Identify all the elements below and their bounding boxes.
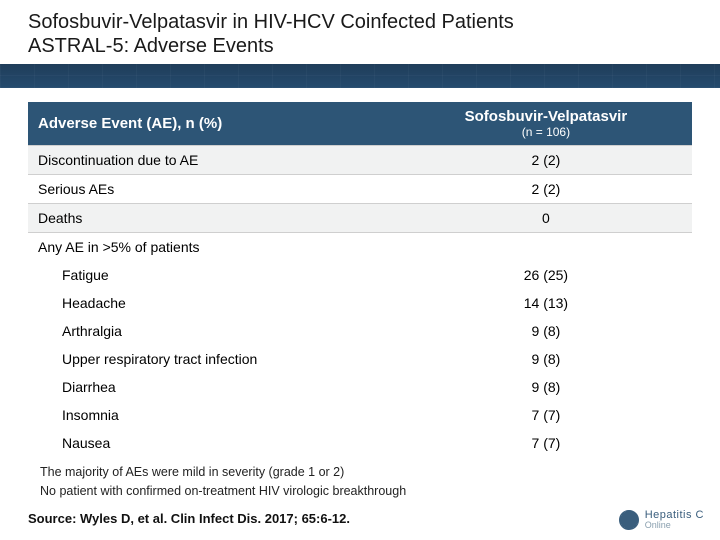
footnote-line: The majority of AEs were mild in severit… — [40, 463, 692, 482]
brand-logo-bottom: Online — [645, 521, 704, 530]
table-row: Discontinuation due to AE2 (2) — [28, 146, 692, 175]
table-row: Nausea7 (7) — [28, 429, 692, 457]
ae-value — [400, 233, 692, 262]
ae-value: 7 (7) — [400, 429, 692, 457]
ae-label: Arthralgia — [28, 317, 400, 345]
ae-label: Fatigue — [28, 261, 400, 289]
ae-table-wrap: Adverse Event (AE), n (%) Sofosbuvir-Vel… — [28, 102, 692, 457]
ae-value: 14 (13) — [400, 289, 692, 317]
title-block: Sofosbuvir-Velpatasvir in HIV-HCV Coinfe… — [0, 0, 720, 58]
ae-label: Deaths — [28, 204, 400, 233]
ae-value: 2 (2) — [400, 146, 692, 175]
ae-value: 9 (8) — [400, 345, 692, 373]
ae-table-body: Discontinuation due to AE2 (2)Serious AE… — [28, 146, 692, 458]
brand-logo: Hepatitis C Online — [619, 510, 704, 530]
col-header-right: Sofosbuvir-Velpatasvir (n = 106) — [400, 102, 692, 146]
footnote-line: No patient with confirmed on-treatment H… — [40, 482, 692, 501]
title-line-2: ASTRAL-5: Adverse Events — [28, 34, 692, 58]
ae-label: Serious AEs — [28, 175, 400, 204]
ae-label: Diarrhea — [28, 373, 400, 401]
ae-label: Any AE in >5% of patients — [28, 233, 400, 262]
ae-label: Insomnia — [28, 401, 400, 429]
ae-label: Upper respiratory tract infection — [28, 345, 400, 373]
footnotes: The majority of AEs were mild in severit… — [40, 463, 692, 501]
ae-value: 0 — [400, 204, 692, 233]
table-row: Upper respiratory tract infection9 (8) — [28, 345, 692, 373]
title-underline-bar — [0, 64, 720, 88]
title-line-1: Sofosbuvir-Velpatasvir in HIV-HCV Coinfe… — [28, 10, 692, 34]
ae-value: 9 (8) — [400, 373, 692, 401]
ae-table: Adverse Event (AE), n (%) Sofosbuvir-Vel… — [28, 102, 692, 457]
ae-value: 7 (7) — [400, 401, 692, 429]
table-row: Any AE in >5% of patients — [28, 233, 692, 262]
table-row: Deaths0 — [28, 204, 692, 233]
globe-icon — [619, 510, 639, 530]
ae-label: Discontinuation due to AE — [28, 146, 400, 175]
ae-label: Nausea — [28, 429, 400, 457]
table-row: Serious AEs2 (2) — [28, 175, 692, 204]
col-header-left-text: Adverse Event (AE), n (%) — [38, 115, 222, 132]
ae-label: Headache — [28, 289, 400, 317]
table-row: Fatigue26 (25) — [28, 261, 692, 289]
slide: Sofosbuvir-Velpatasvir in HIV-HCV Coinfe… — [0, 0, 720, 540]
ae-value: 26 (25) — [400, 261, 692, 289]
ae-value: 2 (2) — [400, 175, 692, 204]
table-row: Arthralgia9 (8) — [28, 317, 692, 345]
col-header-right-sub: (n = 106) — [410, 125, 682, 139]
brand-logo-text: Hepatitis C Online — [645, 510, 704, 530]
col-header-right-title: Sofosbuvir-Velpatasvir — [410, 108, 682, 125]
table-row: Insomnia7 (7) — [28, 401, 692, 429]
ae-value: 9 (8) — [400, 317, 692, 345]
table-row: Headache14 (13) — [28, 289, 692, 317]
col-header-left: Adverse Event (AE), n (%) — [28, 102, 400, 146]
source-citation: Source: Wyles D, et al. Clin Infect Dis.… — [28, 511, 350, 526]
table-row: Diarrhea9 (8) — [28, 373, 692, 401]
